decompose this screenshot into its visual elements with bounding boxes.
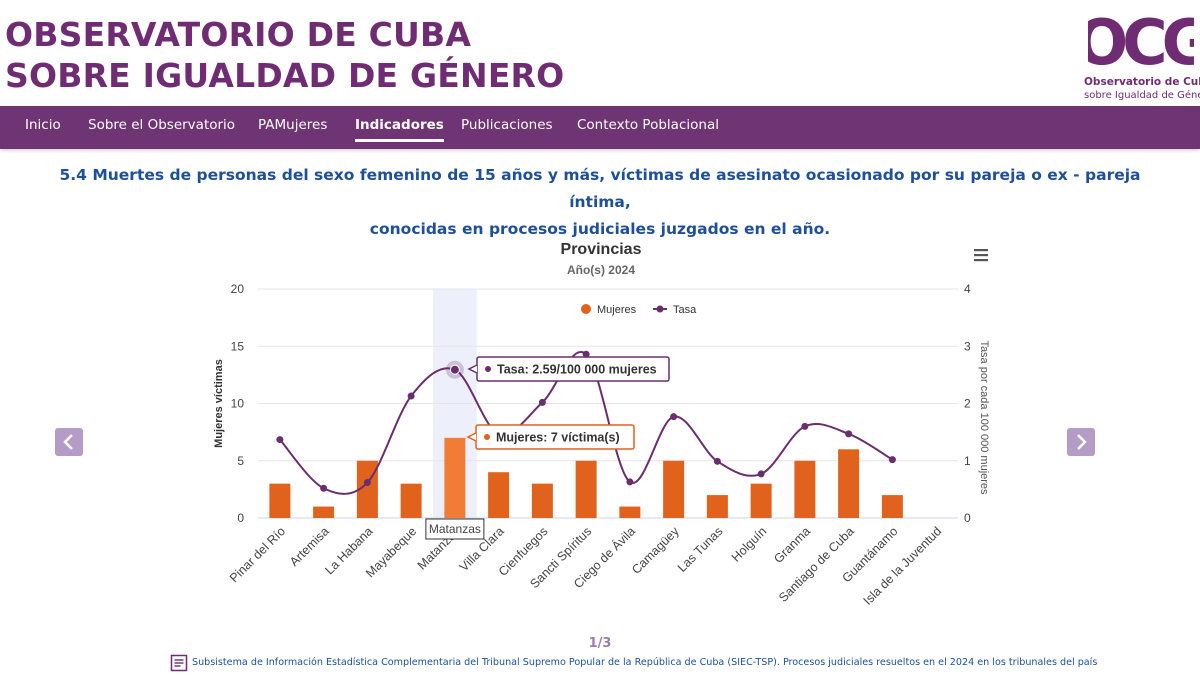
ocg-logo[interactable]: OCG Observatorio de Cuba sobre Igualdad … — [1084, 8, 1200, 104]
y-tick-left: 5 — [237, 454, 244, 468]
nav-item-inicio[interactable]: Inicio — [25, 117, 61, 133]
bar-mujeres[interactable] — [881, 495, 903, 518]
y-tick-left: 10 — [231, 397, 245, 411]
crosshair-label-box — [425, 518, 485, 540]
site-title-line1: OBSERVATORIO DE CUBA — [5, 15, 472, 54]
tasa-point[interactable] — [670, 413, 678, 421]
site-header: OBSERVATORIO DE CUBA SOBRE IGUALDAD DE G… — [0, 0, 1200, 106]
y-axis-title-right: Tasa por cada 100 000 mujeres — [978, 340, 990, 495]
tasa-point[interactable] — [626, 478, 634, 486]
source-text[interactable]: Subsistema de Información Estadística Co… — [192, 657, 1098, 668]
tasa-point[interactable] — [320, 484, 328, 492]
x-category-label: Holguín — [729, 524, 769, 564]
tasa-point[interactable] — [801, 422, 809, 430]
chart-title: Provincias — [561, 241, 642, 258]
tasa-point[interactable] — [363, 479, 371, 487]
y-tick-right: 3 — [964, 339, 971, 353]
hamburger-menu-icon[interactable] — [974, 249, 988, 262]
tooltip-tasa-text: Tasa: 2.59/100 000 mujeres — [497, 363, 657, 377]
tooltip-mujeres-pointer — [466, 432, 477, 442]
carousel-pager: 1/3 — [588, 636, 612, 651]
bar-mujeres[interactable] — [531, 483, 553, 518]
tooltip-mujeres-marker — [484, 434, 490, 440]
nav-item-sobre-observatorio[interactable]: Sobre el Observatorio — [88, 117, 236, 133]
tasa-point[interactable] — [407, 392, 415, 400]
chevron-left-icon — [63, 434, 73, 450]
x-category-label: Artemisa — [287, 524, 332, 569]
bar-mujeres[interactable] — [269, 483, 291, 518]
nav-item-pamujeres[interactable]: PAMujeres — [258, 117, 328, 133]
legend-label-tasa[interactable]: Tasa — [673, 304, 697, 316]
y-tick-left: 0 — [237, 511, 244, 525]
bar-mujeres[interactable] — [838, 449, 860, 518]
x-category-label: Las Tunas — [675, 524, 726, 575]
tasa-point[interactable] — [888, 456, 896, 464]
tooltip-mujeres-text: Mujeres: 7 víctima(s) — [496, 431, 620, 445]
logo-line2: sobre Igualdad de Género — [1084, 90, 1200, 101]
x-category-label: Isla de la Juventud — [861, 524, 945, 608]
y-tick-right: 1 — [964, 454, 971, 468]
y-tick-right: 2 — [964, 397, 971, 411]
legend-label-mujeres[interactable]: Mujeres — [597, 304, 637, 316]
bar-mujeres[interactable] — [706, 495, 728, 518]
bar-mujeres[interactable] — [400, 483, 422, 518]
document-icon — [170, 654, 188, 672]
nav-item-publicaciones[interactable]: Publicaciones — [461, 117, 553, 133]
indicator-title: 5.4 Muertes de personas del sexo femenin… — [40, 162, 1160, 243]
x-category-label: Santiago de Cuba — [776, 524, 857, 605]
y-tick-right: 0 — [964, 511, 971, 525]
nav-item-contexto-poblacional[interactable]: Contexto Poblacional — [577, 117, 719, 133]
bar-mujeres[interactable] — [794, 460, 816, 518]
bar-mujeres[interactable] — [444, 437, 466, 518]
chart: Provincias Año(s) 2024 0 5 10 15 20 0 1 2 3 4 Mujere… — [213, 241, 990, 608]
chart-subtitle: Año(s) 2024 — [567, 263, 635, 277]
main-navbar: Inicio Sobre el Observatorio PAMujeres I… — [0, 106, 1200, 149]
ocg-logo-mark: OCG — [1088, 8, 1194, 72]
bar-mujeres[interactable] — [750, 483, 772, 518]
tooltip-tasa-marker — [485, 366, 491, 372]
logo-line1: Observatorio de Cuba — [1084, 76, 1200, 88]
x-category-label: Granma — [771, 524, 813, 566]
y-tick-left: 15 — [231, 339, 245, 353]
y-tick-left: 20 — [231, 282, 245, 296]
tasa-point[interactable] — [538, 398, 546, 406]
indicator-title-line1: 5.4 Muertes de personas del sexo femenin… — [59, 166, 1141, 211]
tasa-point[interactable] — [713, 457, 721, 465]
legend-marker-mujeres[interactable] — [581, 304, 591, 314]
tasa-point[interactable] — [449, 364, 460, 375]
bar-mujeres[interactable] — [619, 506, 641, 518]
logo-mark-text: OCG — [1088, 8, 1194, 72]
bar-mujeres[interactable] — [313, 506, 335, 518]
tasa-point[interactable] — [757, 470, 765, 478]
x-category-label: Pinar del Río — [227, 524, 288, 585]
y-axis-title-left: Mujeres víctimas — [213, 359, 225, 448]
legend-marker-tasa[interactable] — [656, 305, 664, 313]
source-note: Subsistema de Información Estadística Co… — [170, 654, 1110, 674]
tasa-point[interactable] — [582, 350, 590, 358]
tasa-point[interactable] — [845, 430, 853, 438]
carousel-next-button[interactable] — [1067, 428, 1095, 456]
y-tick-right: 4 — [964, 282, 971, 296]
crosshair-label: Matanzas — [429, 522, 481, 536]
chevron-right-icon — [1077, 434, 1087, 450]
site-title-line2: SOBRE IGUALDAD DE GÉNERO — [5, 56, 565, 95]
x-category-label: Camagüey — [629, 524, 682, 577]
bar-mujeres[interactable] — [663, 460, 685, 518]
site-title[interactable]: OBSERVATORIO DE CUBA SOBRE IGUALDAD DE G… — [5, 14, 564, 96]
bar-mujeres[interactable] — [488, 472, 510, 518]
tooltip-tasa-pointer — [467, 364, 478, 374]
carousel-prev-button[interactable] — [55, 428, 83, 456]
nav-item-indicadores[interactable]: Indicadores — [355, 117, 444, 142]
indicator-title-line2: conocidas en procesos judiciales juzgado… — [369, 220, 831, 238]
bar-mujeres[interactable] — [575, 460, 597, 518]
tasa-point[interactable] — [276, 436, 284, 444]
